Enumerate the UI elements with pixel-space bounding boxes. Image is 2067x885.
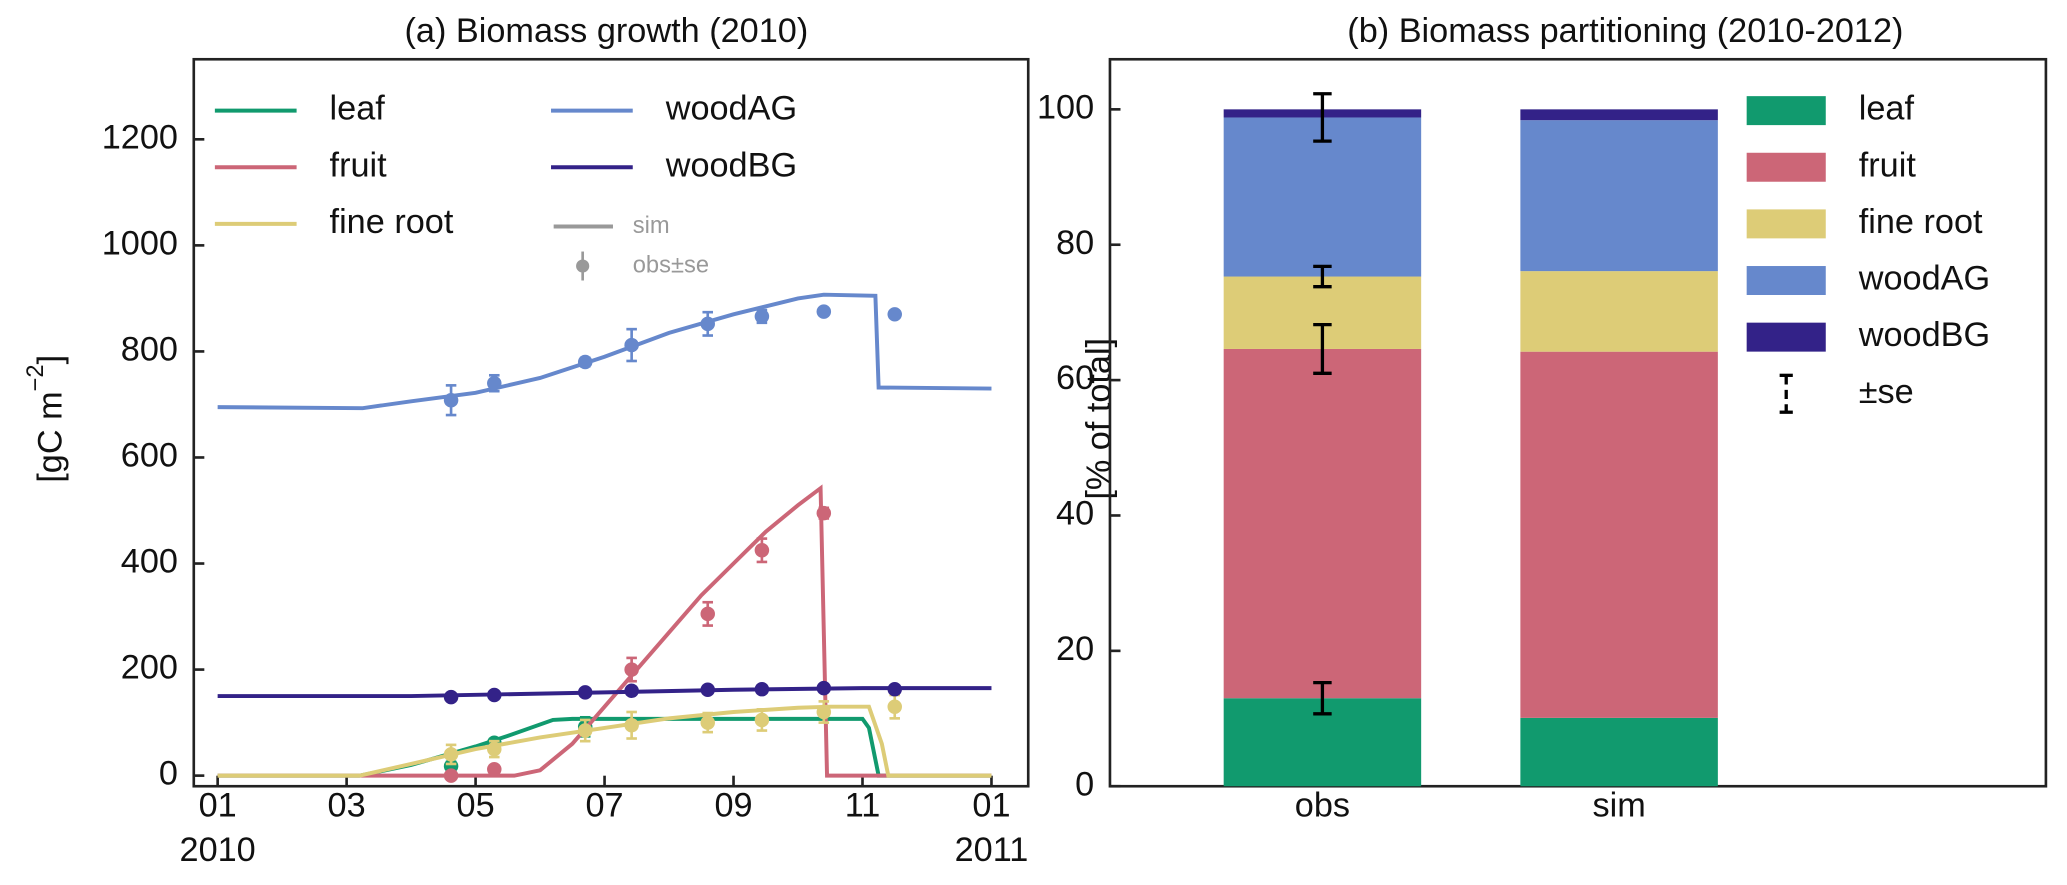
obs-point <box>887 699 902 714</box>
legend-label: fruit <box>1859 146 1917 184</box>
obs-point <box>700 316 715 332</box>
y-tick-label: 20 <box>1056 630 1094 668</box>
obs-point <box>754 309 770 324</box>
legend-swatch <box>1746 322 1826 352</box>
legend-label: woodBG <box>1858 316 1990 354</box>
obs-point <box>624 337 639 353</box>
series-line <box>217 686 992 699</box>
y-tick-label: 800 <box>121 330 178 368</box>
y-axis-label: [% of total] <box>1080 338 1118 500</box>
legend-label: woodBG <box>665 146 797 184</box>
obs-point <box>487 375 502 391</box>
plot-frame <box>192 57 1030 788</box>
legend-label: fine root <box>1859 203 1983 241</box>
x-tick-label: sim <box>1592 786 1645 824</box>
chart-title: (b) Biomass partitioning (2010-2012) <box>1347 12 1903 50</box>
legend-label: obs±se <box>633 252 709 278</box>
x-tick-label: 11 <box>845 786 881 824</box>
legend-label: woodAG <box>1858 260 1990 298</box>
obs-point <box>624 683 639 699</box>
y-tick-label: 400 <box>121 543 178 581</box>
legend-label: ±se <box>1859 373 1914 411</box>
bar-segment <box>1223 348 1422 699</box>
y-tick-label: 100 <box>1037 88 1094 126</box>
obs-point <box>700 606 715 622</box>
obs-point <box>577 723 593 738</box>
y-tick-label: 1200 <box>102 118 178 156</box>
legend-swatch <box>1746 96 1826 126</box>
legend-swatch <box>1746 209 1826 239</box>
y-axis-label-part: ] <box>32 355 70 365</box>
obs-point <box>754 681 770 697</box>
y-tick-label: 60 <box>1056 359 1094 397</box>
y-axis-label: [gC m−2] <box>23 355 70 483</box>
obs-point <box>816 680 832 696</box>
legend-label: woodAG <box>665 90 797 128</box>
y-axis-label-part: −2 <box>23 364 49 391</box>
legend-label: leaf <box>330 90 386 128</box>
obs-point <box>754 712 770 728</box>
y-tick-label: 1000 <box>102 224 178 262</box>
legend-swatch <box>1746 152 1826 182</box>
obs-point <box>887 681 902 697</box>
obs-point <box>816 704 832 720</box>
x-tick-label: 01 <box>199 786 237 824</box>
y-tick-label: 0 <box>159 755 178 793</box>
obs-point <box>887 307 902 322</box>
series-line <box>217 704 992 778</box>
obs-point <box>577 354 593 370</box>
x-tick-label: obs <box>1295 786 1350 824</box>
legend-label: sim <box>633 213 670 239</box>
series-line <box>217 292 992 411</box>
obs-point <box>443 768 459 783</box>
x-tick-label: 05 <box>457 786 495 824</box>
obs-point <box>754 543 770 558</box>
legend-label: fine root <box>330 203 454 241</box>
x-tick-year: 2010 <box>180 831 256 869</box>
obs-point <box>624 662 639 677</box>
obs-point <box>487 762 502 777</box>
obs-point <box>487 741 502 757</box>
y-tick-label: 200 <box>121 649 178 687</box>
x-tick-year: 2011 <box>955 831 1029 869</box>
obs-point <box>443 747 459 762</box>
obs-point <box>700 715 715 730</box>
series-line <box>217 484 992 778</box>
y-tick-label: 0 <box>1075 765 1094 803</box>
obs-point <box>487 687 502 703</box>
x-tick-label: 01 <box>972 786 1010 824</box>
y-tick-label: 80 <box>1056 224 1094 262</box>
bar-segment <box>1223 117 1422 277</box>
obs-point <box>700 682 715 697</box>
x-tick-label: 03 <box>328 786 366 824</box>
y-tick-label: 600 <box>121 437 178 475</box>
obs-point <box>816 505 832 521</box>
bar-segment <box>1520 109 1718 121</box>
chart-title: (a) Biomass growth (2010) <box>405 12 809 50</box>
x-tick-label: 07 <box>585 786 623 824</box>
bar-segment <box>1520 271 1718 352</box>
obs-point <box>443 689 459 705</box>
y-tick-label: 40 <box>1056 495 1094 533</box>
bar-segment <box>1520 717 1718 787</box>
legend-swatch <box>1746 266 1826 295</box>
bar-segment <box>1520 120 1718 272</box>
legend-label: fruit <box>330 146 388 184</box>
legend-label: leaf <box>1859 90 1915 128</box>
obs-point <box>577 685 593 700</box>
obs-point <box>624 718 639 733</box>
y-axis-label-part: [gC m <box>32 391 70 482</box>
obs-point <box>816 304 832 319</box>
x-tick-label: 09 <box>714 786 752 824</box>
legend-swatch <box>576 259 590 273</box>
bar-segment <box>1520 351 1718 718</box>
obs-point <box>443 392 459 408</box>
